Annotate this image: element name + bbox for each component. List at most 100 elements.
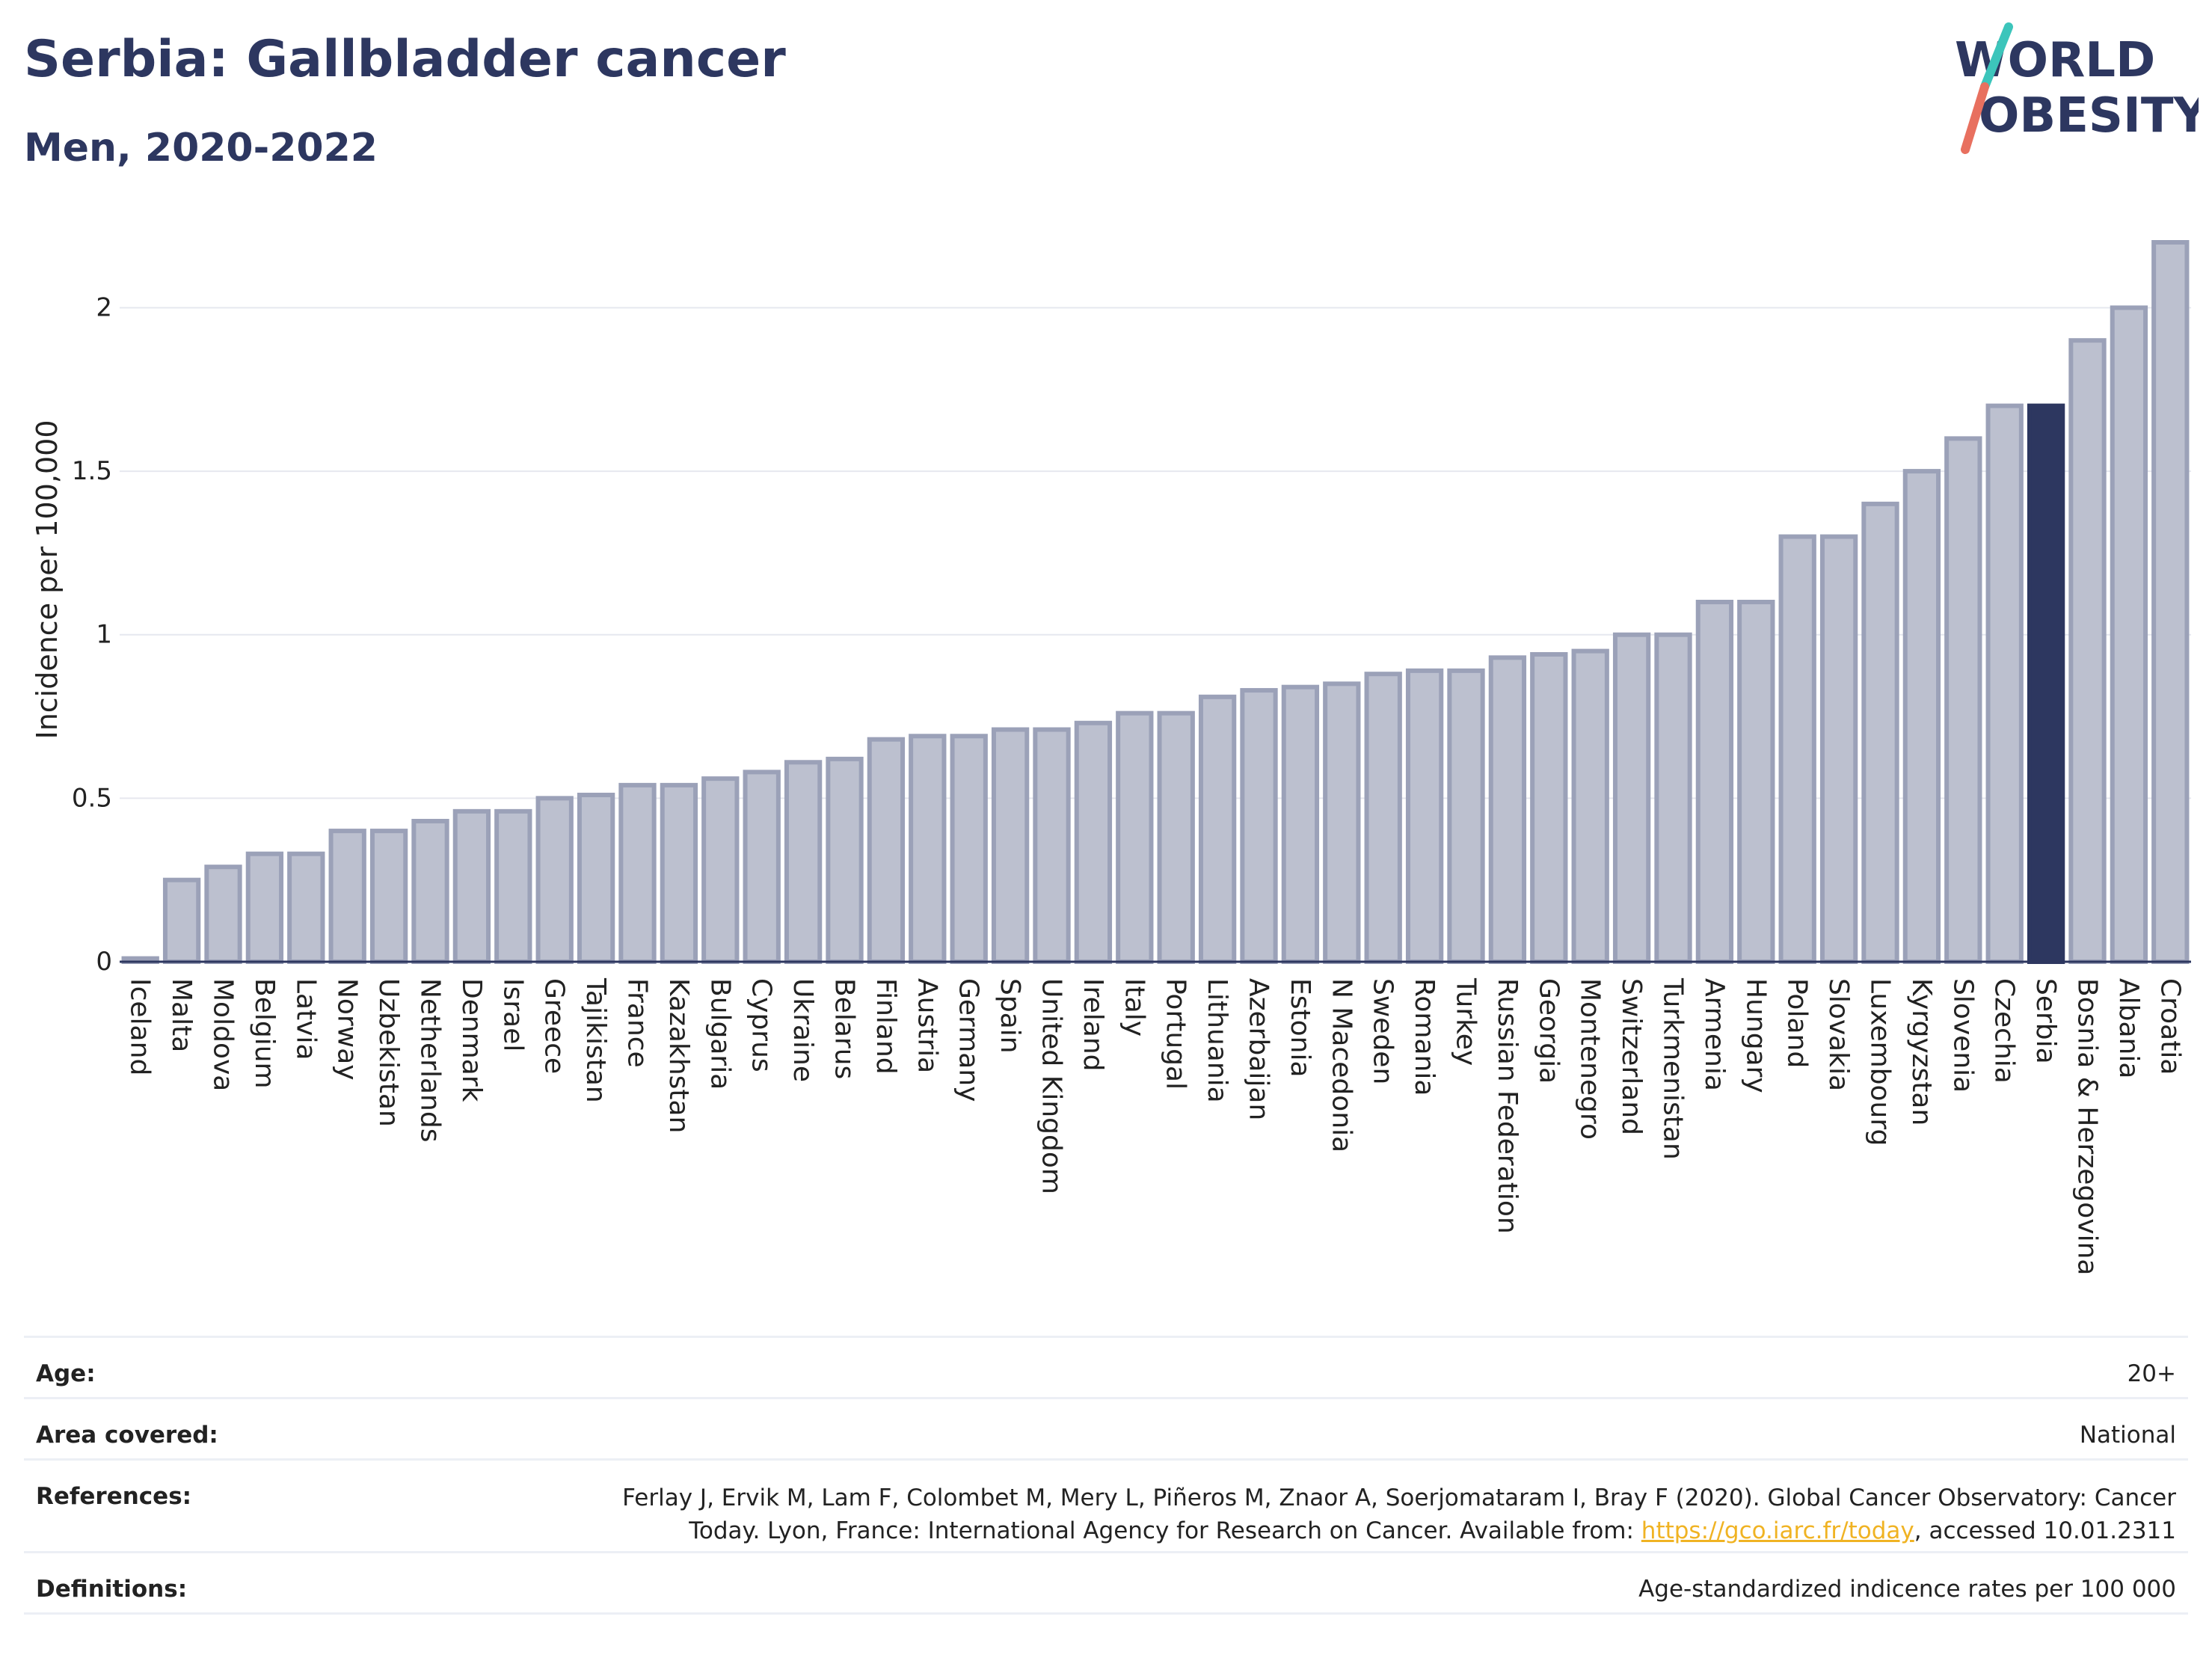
bar-serbia: [2027, 403, 2065, 964]
x-tick-label: Serbia: [2030, 978, 2061, 1064]
bar-bulgaria: [701, 776, 740, 965]
x-tick-label: Kazakhstan: [663, 978, 694, 1133]
bar-turkmenistan: [1654, 632, 1692, 965]
x-tick-label: Hungary: [1740, 978, 1771, 1093]
references-line-1: Ferlay J, Ervik M, Lam F, Colombet M, Me…: [622, 1484, 2176, 1511]
bar-united-kingdom: [1033, 727, 1071, 964]
x-tick-label: Spain: [995, 978, 1025, 1054]
x-tick-label: Estonia: [1285, 978, 1315, 1078]
info-bottom-border: [24, 1612, 2188, 1615]
x-tick-label: Ireland: [1078, 978, 1108, 1072]
bar-uzbekistan: [369, 829, 408, 965]
bar-cyprus: [743, 770, 781, 965]
info-row-references: References: Ferlay J, Ervik M, Lam F, Co…: [24, 1458, 2188, 1553]
x-tick-label: Montenegro: [1575, 978, 1606, 1140]
bar-israel: [494, 808, 532, 964]
bar-poland: [1778, 534, 1816, 964]
x-tick-label: Austria: [912, 978, 942, 1073]
bar-belgium: [245, 851, 284, 964]
x-tick-label: Belgium: [249, 978, 280, 1089]
references-link[interactable]: https://gco.iarc.fr/today: [1641, 1517, 1914, 1544]
bar-russian-federation: [1488, 655, 1527, 964]
x-tick-label: N Macedonia: [1326, 978, 1357, 1152]
x-tick-label: Finland: [870, 978, 901, 1075]
x-tick-label: Portugal: [1161, 978, 1191, 1090]
bar-chart: 0 0.5 1 1.5 2 Incidence per 100,000 Iceland Mal…: [31, 240, 2191, 1275]
bar-lithuania: [1198, 694, 1237, 964]
bar-montenegro: [1571, 648, 1609, 964]
bar-moldova: [204, 865, 242, 965]
bar-portugal: [1157, 710, 1195, 964]
bar-denmark: [452, 808, 491, 964]
x-tick-label: Belarus: [829, 978, 860, 1079]
x-tick-label: Uzbekistan: [373, 978, 404, 1127]
bar-luxembourg: [1861, 501, 1899, 964]
bar-croatia: [2151, 240, 2190, 964]
bar-azerbaijan: [1240, 688, 1278, 965]
x-tick-label: Russian Federation: [1492, 978, 1523, 1234]
definitions-value: Age-standardized indicence rates per 100…: [1638, 1576, 2176, 1603]
x-tick-label: Armenia: [1699, 978, 1730, 1091]
x-tick-label: Georgia: [1533, 978, 1564, 1084]
logo-slash-coral: [1961, 82, 1989, 154]
bar-latvia: [287, 851, 325, 964]
age-value: 20+: [2127, 1360, 2176, 1387]
area-value: National: [2079, 1422, 2176, 1449]
x-tick-label: Czechia: [1989, 978, 2020, 1084]
info-row-area: Area covered: National: [24, 1397, 2188, 1461]
chart-title: Serbia: Gallbladder cancer: [24, 30, 786, 89]
bar-hungary: [1737, 600, 1775, 964]
references-value: Ferlay J, Ervik M, Lam F, Colombet M, Me…: [622, 1481, 2176, 1547]
x-tick-label: Tajikistan: [580, 977, 611, 1103]
bar-tajikistan: [577, 792, 615, 965]
bar-kazakhstan: [660, 782, 698, 964]
x-tick-label: Netherlands: [415, 978, 446, 1142]
bar-albania: [2110, 305, 2148, 965]
info-table: Age: 20+ Area covered: National Referenc…: [24, 1336, 2188, 1620]
x-tick-label: Albania: [2113, 978, 2144, 1078]
x-tick-label: Ukraine: [787, 978, 818, 1082]
x-tick-label: Azerbaijan: [1244, 978, 1274, 1120]
bar-georgia: [1530, 651, 1568, 964]
x-tick-label: Slovenia: [1947, 978, 1978, 1093]
x-tick-label: Moldova: [208, 978, 239, 1091]
info-row-age: Age: 20+: [24, 1336, 2188, 1399]
bar-romania: [1405, 668, 1444, 964]
bar-austria: [909, 734, 947, 964]
x-tick-label: Luxembourg: [1865, 978, 1896, 1146]
x-tick-label: Norway: [332, 978, 363, 1081]
bar-greece: [535, 796, 574, 965]
x-tick-label: Bulgaria: [704, 978, 735, 1090]
y-tick-label: 2: [96, 292, 112, 322]
x-tick-label: Greece: [539, 978, 570, 1074]
x-tick-label: Italy: [1119, 978, 1149, 1037]
x-tick-label: Croatia: [2154, 978, 2185, 1075]
references-label: References:: [36, 1483, 192, 1510]
y-axis-label: Incidence per 100,000: [31, 420, 64, 739]
bar-belarus: [826, 756, 864, 965]
x-tick-label: France: [622, 978, 653, 1068]
chart-subtitle: Men, 2020-2022: [24, 126, 378, 171]
x-tick-label: Turkey: [1451, 977, 1481, 1066]
bar-ukraine: [784, 760, 823, 964]
x-tick-label: Iceland: [125, 978, 156, 1075]
x-tick-label: Switzerland: [1616, 978, 1647, 1135]
x-tick-label: Slovakia: [1823, 978, 1854, 1091]
bar-ireland: [1074, 720, 1113, 964]
bar-estonia: [1281, 684, 1320, 964]
bar-finland: [867, 737, 906, 964]
x-tick-label: Malta: [166, 978, 197, 1052]
x-tick-label: Turkmenistan: [1658, 977, 1689, 1160]
info-row-definitions: Definitions: Age-standardized indicence …: [24, 1551, 2188, 1615]
bar-armenia: [1695, 600, 1734, 964]
x-tick-label: Cyprus: [746, 978, 777, 1072]
bar-bosnia-herzegovina: [2068, 338, 2107, 964]
bar-spain: [991, 727, 1030, 964]
logo-slash-teal: [1980, 22, 2013, 91]
bar-france: [618, 782, 657, 964]
age-label: Age:: [36, 1360, 96, 1387]
bar-slovenia: [1944, 436, 1982, 964]
x-tick-label: Denmark: [456, 978, 487, 1102]
bar-sweden: [1364, 672, 1402, 964]
references-line-2: Today. Lyon, France: International Agenc…: [689, 1517, 2176, 1544]
